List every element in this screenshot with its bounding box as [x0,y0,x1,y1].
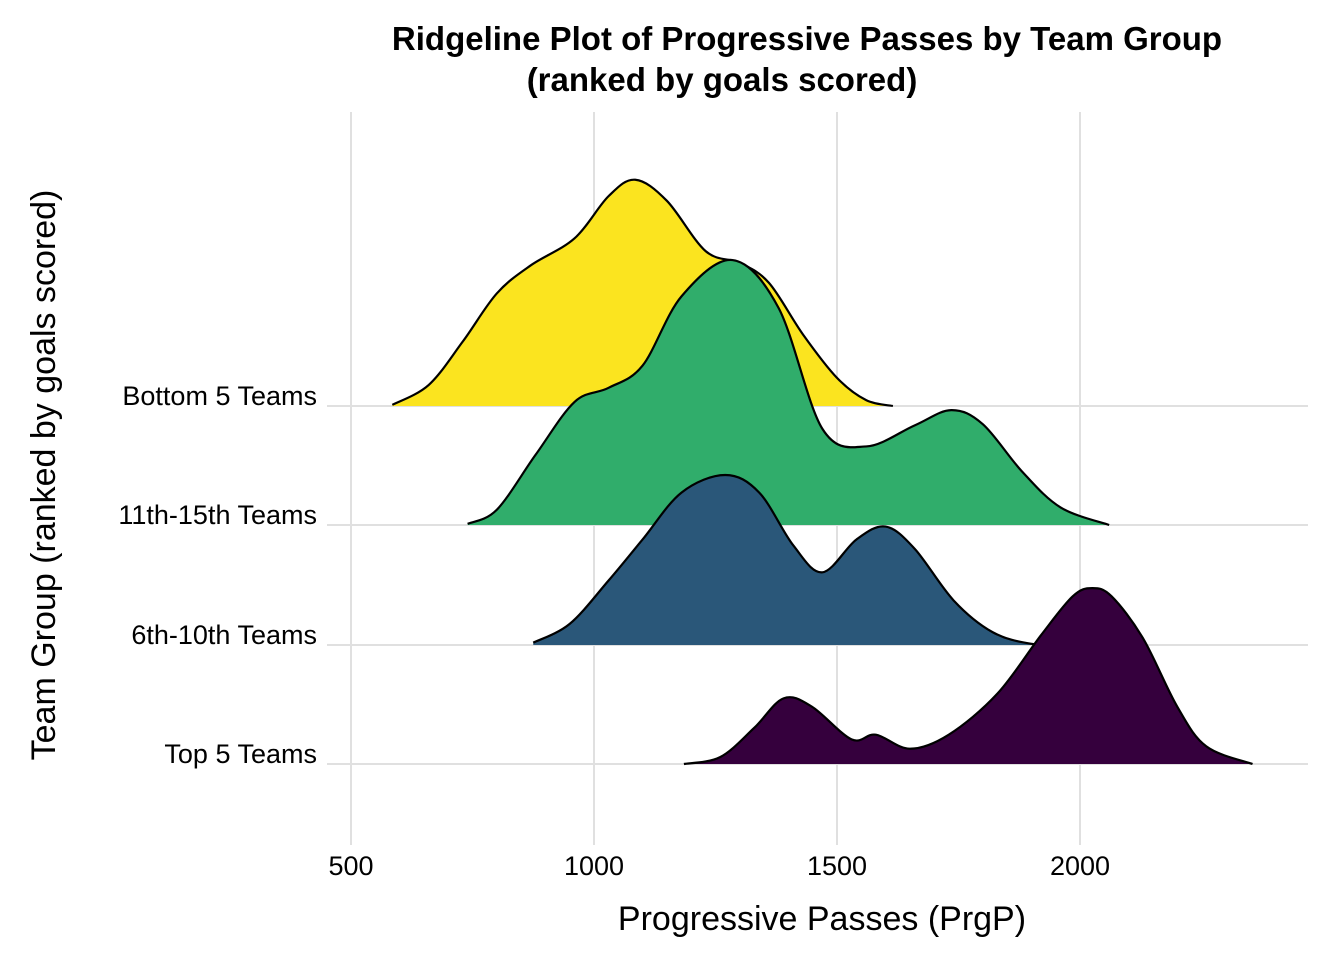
chart-subtitle: (ranked by goals scored) [527,61,918,98]
x-tick-label: 500 [328,851,373,881]
y-tick-label: Bottom 5 Teams [122,381,317,411]
y-axis-title: Team Group (ranked by goals scored) [25,190,63,761]
y-tick-label: 6th-10th Teams [131,620,317,650]
ridge-fill-top-5-teams [683,588,1253,764]
x-axis-ticks: 500 1000 1500 2000 [328,851,1110,881]
y-tick-label: 11th-15th Teams [118,500,317,530]
ridge-outline-bottom-5-teams [391,178,894,408]
x-axis-title: Progressive Passes (PrgP) [618,900,1026,938]
ridge-outline-11th-15th-teams [467,258,1110,527]
ridge-fill-11th-15th-teams [467,259,1110,525]
x-tick-label: 2000 [1050,851,1110,881]
y-tick-label: Top 5 Teams [164,739,317,769]
x-tick-label: 1500 [807,851,867,881]
y-axis-ticks: Top 5 Teams 6th-10th Teams 11th-15th Teams… [118,381,317,769]
ridges [391,178,1253,766]
ridge-outline-6th-10th-teams [532,473,1073,647]
ridge-fill-6th-10th-teams [533,475,1073,646]
ridge-outline-top-5-teams [683,587,1253,766]
chart-title: Ridgeline Plot of Progressive Passes by … [392,20,1222,57]
x-tick-label: 1000 [564,851,624,881]
